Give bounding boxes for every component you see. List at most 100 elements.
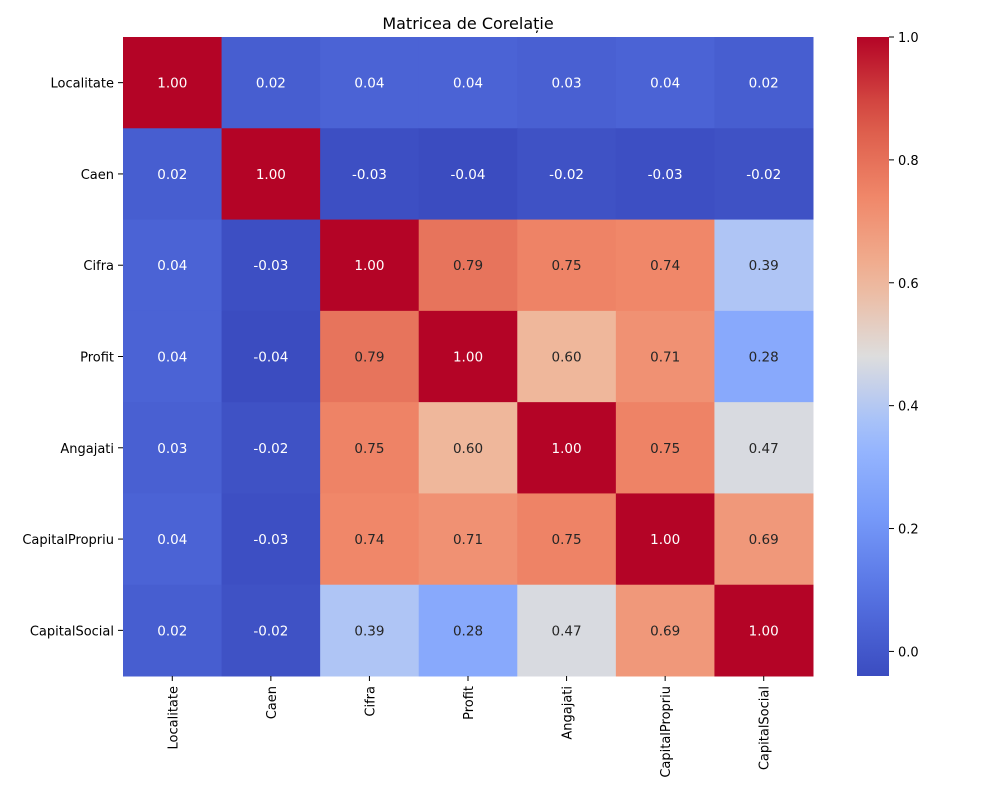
heatmap-cell (320, 402, 420, 494)
heatmap-cell (517, 584, 617, 677)
heatmap-cell (320, 584, 420, 677)
y-tick-label: CapitalSocial (30, 624, 114, 639)
heatmap-cell (615, 493, 715, 586)
cell-annotation: -0.02 (253, 623, 288, 639)
cell-annotation: 0.04 (157, 350, 187, 366)
cell-annotation: 0.71 (453, 532, 483, 548)
cell-annotation: 0.04 (354, 76, 384, 92)
heatmap-cell (517, 493, 617, 586)
cell-annotation: -0.03 (253, 258, 288, 274)
cell-annotation: 0.02 (157, 167, 187, 183)
colorbar-tick-label: 1.0 (898, 31, 919, 46)
heatmap-cell (320, 37, 420, 129)
y-axis-tick-labels: Localitate Caen Cifra Profit Angajati Capital… (22, 77, 123, 639)
heatmap-cell (221, 584, 321, 677)
heatmap-cell (418, 310, 518, 403)
cell-annotation: 0.75 (650, 441, 680, 457)
heatmap-cell (615, 219, 715, 312)
heatmap-cell (123, 584, 223, 677)
heatmap-cells (123, 37, 814, 677)
heatmap-cell (714, 584, 814, 677)
cell-annotation: 0.75 (354, 441, 384, 457)
cell-annotation: 0.02 (256, 76, 286, 92)
heatmap-cell (615, 402, 715, 494)
colorbar-tick-label: 0.8 (898, 154, 919, 169)
cell-annotation: -0.03 (352, 167, 387, 183)
heatmap-cell (615, 37, 715, 129)
x-tick-label: Localitate (166, 686, 181, 749)
heatmap-cell (418, 493, 518, 586)
cell-annotation: 0.39 (354, 623, 384, 639)
colorbar-gradient (857, 37, 889, 676)
cell-annotation: -0.04 (253, 350, 288, 366)
heatmap-cell (615, 128, 715, 221)
cell-annotation: 1.00 (256, 167, 286, 183)
cell-annotation: 0.02 (749, 76, 779, 92)
cell-annotation: 0.04 (650, 76, 680, 92)
cell-annotation: 0.28 (749, 350, 779, 366)
heatmap-cell (714, 219, 814, 312)
cell-annotation: 1.00 (354, 258, 384, 274)
cell-annotation: 0.60 (453, 441, 483, 457)
heatmap-annotations: 1.00 0.02 0.04 0.04 0.03 0.04 0.02 0.02 1.00 -0.0… (157, 76, 781, 640)
heatmap-cell (123, 493, 223, 586)
cell-annotation: 1.00 (453, 350, 483, 366)
x-axis-tick-labels: Localitate Caen Cifra Profit Angajati Capital… (166, 676, 773, 778)
cell-annotation: 0.04 (157, 532, 187, 548)
cell-annotation: -0.04 (451, 167, 486, 183)
heatmap-cell (418, 128, 518, 221)
heatmap-cell (418, 402, 518, 494)
y-tick-label: Localitate (51, 77, 114, 92)
y-tick-label: Profit (80, 351, 114, 366)
cell-annotation: 0.02 (157, 623, 187, 639)
heatmap-cell (221, 219, 321, 312)
cell-annotation: 0.04 (157, 258, 187, 274)
cell-annotation: 0.47 (749, 441, 779, 457)
cell-annotation: -0.02 (253, 441, 288, 457)
x-tick-label: Caen (265, 686, 280, 719)
x-tick-label: CapitalPropriu (659, 686, 674, 778)
colorbar-tick-label: 0.6 (898, 277, 919, 292)
x-tick-label: Cifra (363, 686, 378, 717)
heatmap-cell (123, 402, 223, 494)
heatmap-cell (221, 493, 321, 586)
heatmap-cell (320, 493, 420, 586)
heatmap-cell (320, 219, 420, 312)
heatmap-cell (320, 310, 420, 403)
cell-annotation: 0.79 (354, 350, 384, 366)
x-tick-label: Angajati (561, 686, 576, 740)
cell-annotation: 0.47 (552, 623, 582, 639)
colorbar-tick-label: 0.0 (898, 645, 919, 660)
cell-annotation: 0.69 (650, 623, 680, 639)
cell-annotation: -0.02 (746, 167, 781, 183)
heatmap-cell (615, 310, 715, 403)
heatmap-cell (517, 310, 617, 403)
heatmap-cell (517, 402, 617, 494)
cell-annotation: 0.04 (453, 76, 483, 92)
heatmap-cell (221, 37, 321, 129)
heatmap-cell (517, 37, 617, 129)
heatmap-cell (714, 402, 814, 494)
y-tick-label: Angajati (60, 442, 114, 457)
y-tick-label: Caen (81, 168, 114, 183)
chart-title: Matricea de Corelație (382, 14, 553, 33)
heatmap-cell (123, 219, 223, 312)
heatmap-cell (221, 310, 321, 403)
cell-annotation: 1.00 (552, 441, 582, 457)
cell-annotation: 0.03 (157, 441, 187, 457)
heatmap-cell (517, 128, 617, 221)
heatmap-cell (123, 128, 223, 221)
cell-annotation: 0.69 (749, 532, 779, 548)
cell-annotation: -0.02 (549, 167, 584, 183)
cell-annotation: 0.75 (552, 532, 582, 548)
x-tick-label: Profit (462, 686, 477, 720)
colorbar: 0.0 0.2 0.4 0.6 0.8 1.0 (857, 31, 919, 676)
heatmap-cell (714, 310, 814, 403)
colorbar-tick-label: 0.2 (898, 523, 919, 538)
heatmap-cell (714, 128, 814, 221)
cell-annotation: 0.03 (552, 76, 582, 92)
cell-annotation: 0.79 (453, 258, 483, 274)
heatmap-cell (418, 37, 518, 129)
cell-annotation: 0.75 (552, 258, 582, 274)
